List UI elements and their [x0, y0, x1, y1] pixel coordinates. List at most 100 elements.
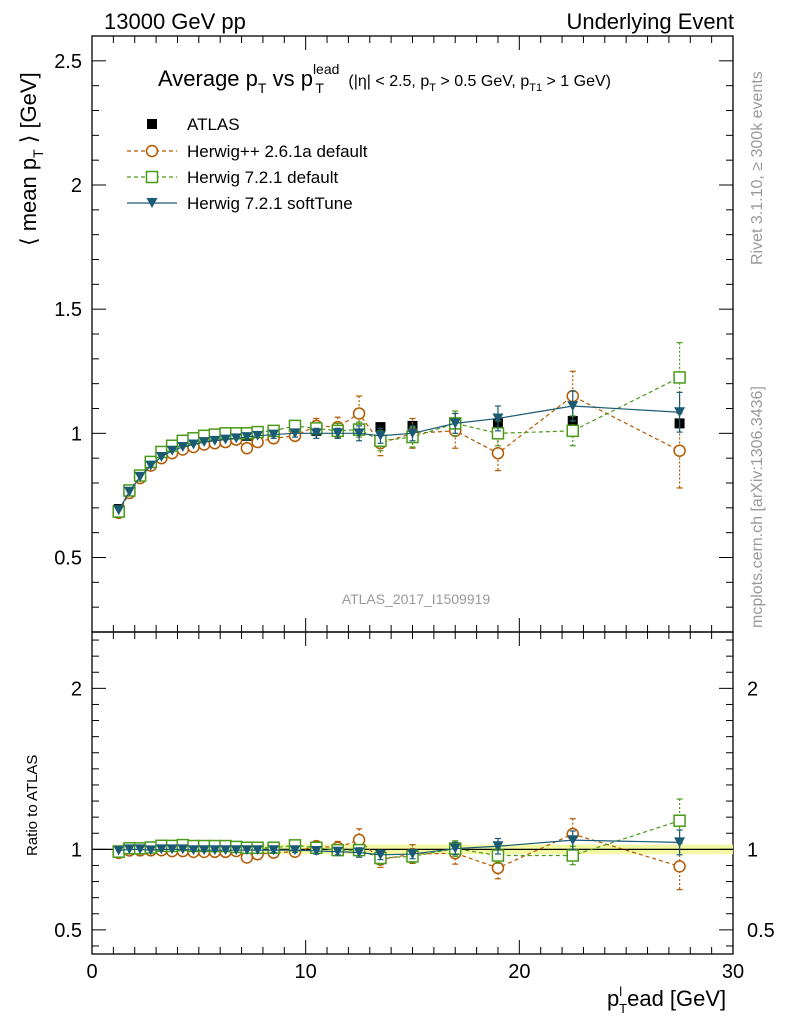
data-point — [240, 441, 254, 455]
ratio-point — [566, 849, 579, 862]
ratio-point — [230, 845, 242, 856]
legend-item: Herwig 7.2.1 default — [127, 168, 338, 187]
legend-item: ATLAS — [147, 115, 240, 134]
x-tick-label: 30 — [722, 961, 744, 983]
data-point — [567, 401, 579, 411]
ratio-point — [198, 845, 210, 856]
ratio-point — [209, 845, 221, 856]
axis-ticks — [91, 35, 734, 954]
data-point — [198, 437, 210, 447]
data-point — [353, 428, 365, 439]
legend-marker — [145, 144, 159, 158]
x-tick-label: 0 — [86, 961, 97, 983]
data-point — [268, 429, 280, 440]
ratio-point — [187, 845, 199, 856]
series-1 — [112, 370, 686, 520]
data-point — [166, 445, 178, 456]
series-line — [118, 395, 680, 514]
data-point — [113, 505, 125, 516]
y-tick-label: 1 — [71, 423, 82, 445]
series-line — [118, 405, 680, 511]
y-tick-label: 1.5 — [54, 299, 82, 321]
header-right: Underlying Event — [566, 9, 734, 34]
tick-labels: 0 10 20 300.511.522.50.5 0.51 12 2 — [54, 51, 775, 983]
ratio-y-tick-label-right: 0.5 — [747, 920, 775, 942]
ratio-point — [113, 845, 125, 856]
x-axis-label: pl Tead [GeV] — [607, 984, 726, 1016]
ratio-point — [374, 849, 386, 860]
series-3 — [113, 390, 686, 516]
legend-label: ATLAS — [187, 115, 240, 134]
data-point — [289, 428, 301, 439]
analysis-label: ATLAS_2017_I1509919 — [342, 591, 491, 607]
series-2 — [112, 342, 686, 518]
ratio-point — [134, 844, 146, 855]
main-series — [112, 342, 686, 520]
data-point — [220, 434, 232, 445]
ratio-y-tick-label: 0.5 — [54, 920, 82, 942]
ratio-point — [674, 837, 686, 848]
legend-item: Herwig++ 2.6.1a default — [127, 142, 368, 161]
ratio-point — [353, 847, 365, 858]
ratio-point — [352, 833, 366, 847]
legend-marker — [147, 119, 157, 129]
ratio-series — [112, 798, 686, 891]
ratio-point — [491, 861, 505, 875]
ratio-point — [268, 845, 280, 856]
ratio-frame — [91, 631, 734, 955]
ratio-point — [332, 846, 344, 857]
header-left: 13000 GeV pp — [104, 9, 246, 34]
data-point — [187, 439, 199, 450]
legend-label: Herwig++ 2.6.1a default — [187, 142, 368, 161]
x-tick-label: 20 — [508, 961, 530, 983]
data-point — [673, 371, 686, 384]
y-tick-label: 2.5 — [54, 51, 82, 73]
legend-marker — [145, 170, 159, 184]
data-point — [374, 430, 386, 441]
legend-label: Herwig 7.2.1 default — [187, 168, 338, 187]
ratio-point — [673, 814, 686, 827]
ratio-point — [252, 845, 264, 856]
ratio-point — [145, 845, 157, 856]
ratio-point — [289, 845, 301, 856]
legend-label: Herwig 7.2.1 softTune — [187, 194, 353, 213]
data-point — [674, 407, 686, 418]
chart-title: Average pT vs plead T (|η| < 2.5, pT > 0.… — [158, 61, 611, 96]
legend-marker — [146, 198, 158, 208]
data-point — [241, 432, 253, 443]
data-point — [352, 407, 366, 420]
rivet-label: Rivet 3.1.10, ≥ 300k events — [749, 71, 766, 265]
data-point — [332, 428, 344, 439]
ratio-y-tick-label: 1 — [71, 839, 82, 861]
data-point — [134, 471, 146, 482]
ratio-point — [449, 843, 461, 854]
data-point — [492, 413, 504, 424]
ratio-point — [673, 860, 686, 873]
ratio-point — [220, 845, 232, 856]
mcplots-label: mcplots.cern.ch [arXiv:1306.3436] — [749, 386, 766, 628]
ratio-y-tick-label-right: 1 — [747, 839, 758, 861]
data-point — [673, 444, 686, 457]
legend-item: Herwig 7.2.1 softTune — [127, 194, 353, 213]
data-point — [155, 451, 167, 462]
data-point — [145, 460, 157, 471]
ratio-point — [177, 844, 189, 855]
y-tick-label: 2 — [71, 175, 82, 197]
ratio-y-tick-label: 2 — [71, 678, 82, 700]
ratio-point — [310, 845, 322, 856]
ratio-point — [123, 844, 135, 855]
data-point — [375, 422, 386, 433]
ratio-point — [241, 845, 253, 856]
ratio-point — [567, 835, 579, 846]
ratio-point — [166, 844, 178, 855]
ratio-point — [155, 844, 167, 855]
data-point — [123, 486, 135, 497]
x-tick-label: 10 — [295, 961, 317, 983]
ratio-point — [492, 841, 504, 852]
y-tick-label: 0.5 — [54, 548, 82, 570]
data-point — [407, 428, 418, 439]
data-point — [491, 446, 505, 460]
ratio-series-3 — [113, 829, 686, 861]
data-point — [209, 435, 221, 446]
